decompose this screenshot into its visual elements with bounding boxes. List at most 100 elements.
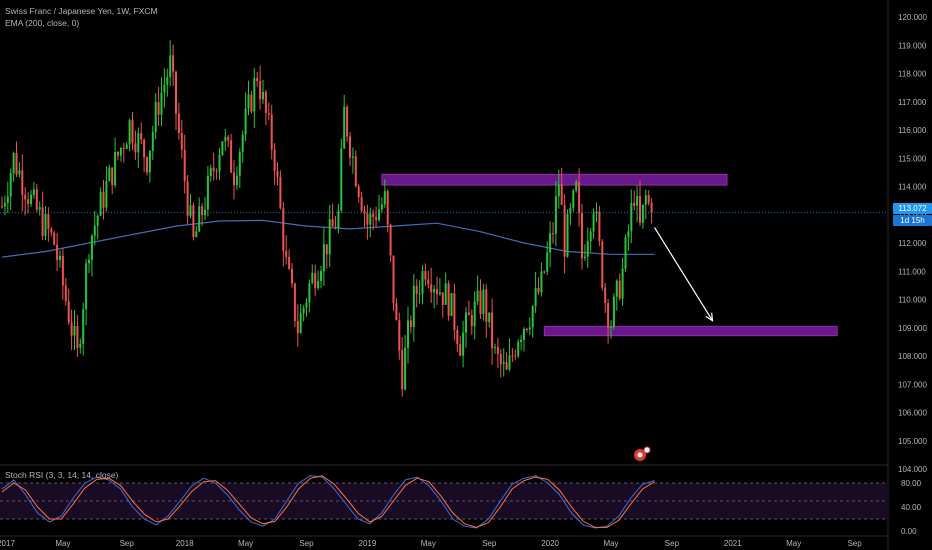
forecast-arrow[interactable] — [653, 227, 714, 322]
candle-body — [540, 271, 543, 293]
candle-body — [523, 328, 525, 340]
candles[interactable] — [1, 39, 653, 397]
candle-body — [589, 231, 592, 242]
candle-body — [398, 320, 401, 351]
candle-body — [119, 148, 122, 156]
time-tick-label: May — [238, 539, 253, 548]
candle-body — [618, 280, 621, 299]
candle-body — [76, 325, 79, 348]
candle-body — [453, 293, 456, 330]
candle-body — [508, 355, 511, 370]
candle-body — [444, 283, 447, 305]
candle-body — [569, 207, 572, 214]
candle-body — [485, 289, 488, 323]
time-tick-label: 2021 — [724, 539, 742, 548]
candle-body — [375, 216, 378, 221]
candle-body — [293, 283, 296, 321]
candle-body — [407, 320, 409, 348]
alert-badge-icon[interactable] — [634, 446, 651, 461]
candle-body — [285, 250, 288, 257]
candle-body — [146, 157, 148, 173]
candle-body — [134, 143, 137, 153]
candle-body — [53, 232, 56, 245]
candle-body — [148, 150, 151, 173]
candle-body — [166, 77, 169, 85]
candle-body — [557, 184, 560, 197]
price-tick-label: 116.000 — [898, 126, 927, 135]
candle-body — [192, 205, 195, 238]
candle-body — [282, 208, 285, 251]
price-tick-label: 111.000 — [898, 267, 926, 276]
candle-body — [30, 194, 32, 205]
candle-body — [494, 347, 496, 349]
candle-body — [604, 287, 607, 303]
candle-body — [552, 233, 554, 235]
candle-body — [67, 301, 70, 323]
candle-body — [502, 362, 505, 364]
candle-body — [244, 108, 247, 135]
candle-body — [349, 136, 351, 158]
stoch-tick-label: 40.00 — [901, 503, 922, 512]
candle-body — [566, 213, 569, 257]
candle-body — [137, 133, 140, 153]
time-tick-label: Sep — [665, 539, 680, 548]
stoch-tick-label: 0.00 — [901, 527, 917, 536]
candle-body — [366, 213, 369, 225]
candle-body — [525, 328, 528, 330]
price-tick-label: 107.000 — [898, 380, 927, 389]
candle-body — [334, 226, 337, 229]
candle-body — [473, 301, 476, 327]
candle-body — [180, 133, 183, 150]
arrow-head — [705, 312, 714, 322]
candle-body — [601, 241, 604, 288]
candle-body — [441, 292, 444, 305]
candle-body — [122, 148, 125, 150]
candle-body — [64, 285, 67, 302]
candle-body — [598, 211, 601, 242]
ema-line[interactable] — [1, 219, 655, 258]
price-tick-label: 118.000 — [898, 70, 927, 79]
candle-body — [317, 281, 320, 289]
candle-body — [44, 214, 47, 237]
candle-body — [462, 332, 465, 356]
candle-body — [79, 343, 82, 348]
stoch-rsi-pane[interactable] — [0, 475, 888, 529]
candle-body — [175, 71, 177, 114]
resistance-zone — [381, 173, 728, 186]
candle-body — [99, 191, 102, 216]
candle-body — [82, 309, 85, 344]
candle-body — [56, 244, 59, 261]
candle-body — [401, 350, 404, 390]
candle-body — [320, 271, 322, 282]
candle-body — [206, 175, 209, 210]
candle-body — [224, 136, 227, 142]
candle-body — [351, 156, 354, 158]
candle-body — [18, 170, 21, 175]
candle-body — [12, 152, 15, 174]
price-tick-label: 120.000 — [898, 13, 927, 22]
candle-body — [3, 202, 6, 207]
candle-body — [343, 106, 346, 149]
candle-body — [267, 112, 270, 115]
candle-body — [615, 280, 618, 297]
candle-body — [560, 184, 563, 205]
candle-body — [583, 256, 586, 259]
candle-body — [482, 289, 485, 315]
candle-body — [88, 259, 90, 264]
price-tick-label: 104.000 — [898, 465, 927, 474]
candle-body — [70, 322, 73, 336]
candle-body — [436, 288, 438, 295]
candle-body — [227, 136, 230, 141]
candle-body — [636, 195, 639, 206]
candle-body — [644, 195, 647, 205]
candle-body — [363, 210, 366, 214]
time-tick-label: Sep — [299, 539, 314, 548]
candle-body — [554, 196, 557, 234]
candle-body — [641, 204, 644, 223]
candle-body — [456, 329, 459, 345]
supply-demand-zones[interactable] — [381, 173, 838, 337]
candle-body — [9, 173, 12, 197]
price-tick-label: 112.000 — [898, 239, 927, 248]
last-price-tag: 113.072 — [893, 203, 932, 214]
